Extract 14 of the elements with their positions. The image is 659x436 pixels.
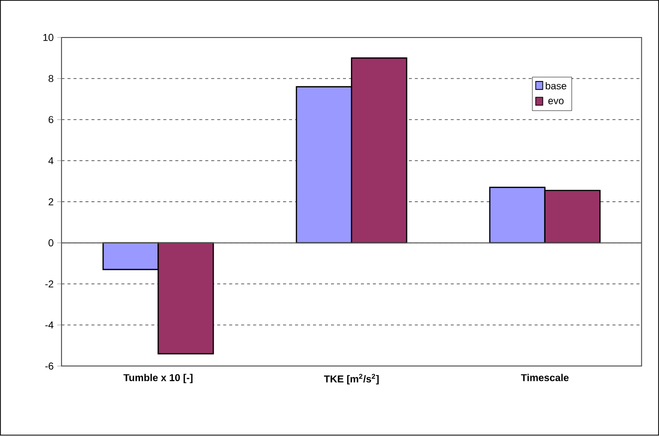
y-tick-label: 4: [48, 157, 54, 164]
y-tick-label: -4: [45, 322, 54, 329]
x-tick-label: Tumble x 10 [-]: [123, 374, 192, 384]
y-tick-label: -6: [45, 362, 54, 370]
y-tick-label: -2: [45, 280, 54, 288]
y-tick-label: 10: [43, 34, 54, 42]
y-tick-label: 2: [48, 198, 54, 206]
y-tick-label: 6: [48, 116, 54, 124]
x-tick-label: Timescale: [520, 374, 569, 382]
legend-label: evo: [548, 98, 564, 104]
y-tick-label: 0: [48, 240, 54, 247]
legend-label: base: [546, 82, 566, 90]
x-tick-label: TKE [m$^{2}$/s$^{2}$]: [324, 374, 379, 385]
y-tick-label: 8: [48, 75, 54, 82]
